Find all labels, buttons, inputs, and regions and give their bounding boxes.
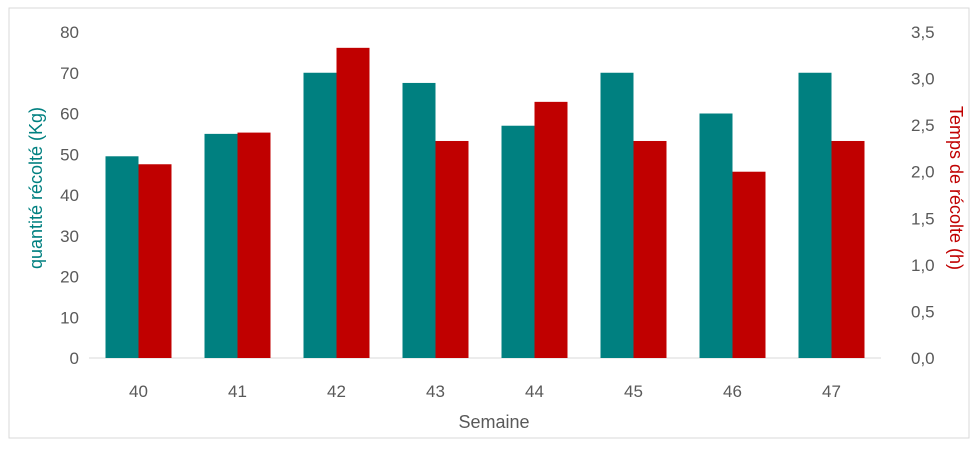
y-left-tick-label: 70: [60, 64, 79, 83]
x-tick-label: 44: [525, 382, 544, 401]
bar-temps-41: [237, 132, 271, 358]
bar-quantite-41: [204, 133, 238, 358]
x-tick-label: 41: [228, 382, 247, 401]
y-left-tick-label: 60: [60, 105, 79, 124]
bar-temps-44: [534, 101, 568, 358]
y-axis-left-title: quantité récolté (Kg): [26, 107, 46, 269]
bar-quantite-42: [303, 72, 337, 358]
y-left-tick-label: 10: [60, 308, 79, 327]
y-right-tick-label: 0,5: [911, 302, 935, 321]
y-left-tick-label: 50: [60, 145, 79, 164]
y-left-tick-label: 0: [70, 349, 79, 368]
bar-quantite-43: [402, 82, 436, 358]
bar-temps-47: [831, 140, 865, 358]
bars: [105, 47, 865, 358]
x-tick-label: 47: [822, 382, 841, 401]
x-tick-label: 40: [129, 382, 148, 401]
y-left-tick-label: 40: [60, 186, 79, 205]
y-right-tick-label: 2,5: [911, 116, 935, 135]
y-left-tick-label: 30: [60, 227, 79, 246]
bar-temps-45: [633, 140, 667, 358]
x-tick-label: 45: [624, 382, 643, 401]
y-left-tick-label: 80: [60, 23, 79, 42]
bar-quantite-44: [501, 125, 535, 358]
x-axis: 40 41 42 43 44 45 46 47: [129, 382, 841, 401]
bar-quantite-46: [699, 113, 733, 358]
y-right-tick-label: 1,5: [911, 209, 935, 228]
y-axis-left: 0 10 20 30 40 50 60 70 80: [60, 23, 79, 368]
y-right-tick-label: 3,0: [911, 70, 935, 89]
y-axis-right-title: Temps de récolte (h): [946, 106, 966, 270]
x-axis-title: Semaine: [458, 412, 529, 432]
y-right-tick-label: 0,0: [911, 349, 935, 368]
bar-quantite-40: [105, 156, 139, 358]
y-left-tick-label: 20: [60, 268, 79, 287]
bar-temps-40: [138, 164, 172, 358]
bar-quantite-45: [600, 72, 634, 358]
bar-temps-42: [336, 47, 370, 358]
x-tick-label: 46: [723, 382, 742, 401]
x-tick-label: 43: [426, 382, 445, 401]
y-right-tick-label: 2,0: [911, 163, 935, 182]
bar-temps-46: [732, 171, 766, 358]
x-tick-label: 42: [327, 382, 346, 401]
bar-quantite-47: [798, 72, 832, 358]
y-axis-right: 0,0 0,5 1,0 1,5 2,0 2,5 3,0 3,5: [911, 23, 935, 368]
y-right-tick-label: 3,5: [911, 23, 935, 42]
y-right-tick-label: 1,0: [911, 256, 935, 275]
bar-temps-43: [435, 140, 469, 358]
